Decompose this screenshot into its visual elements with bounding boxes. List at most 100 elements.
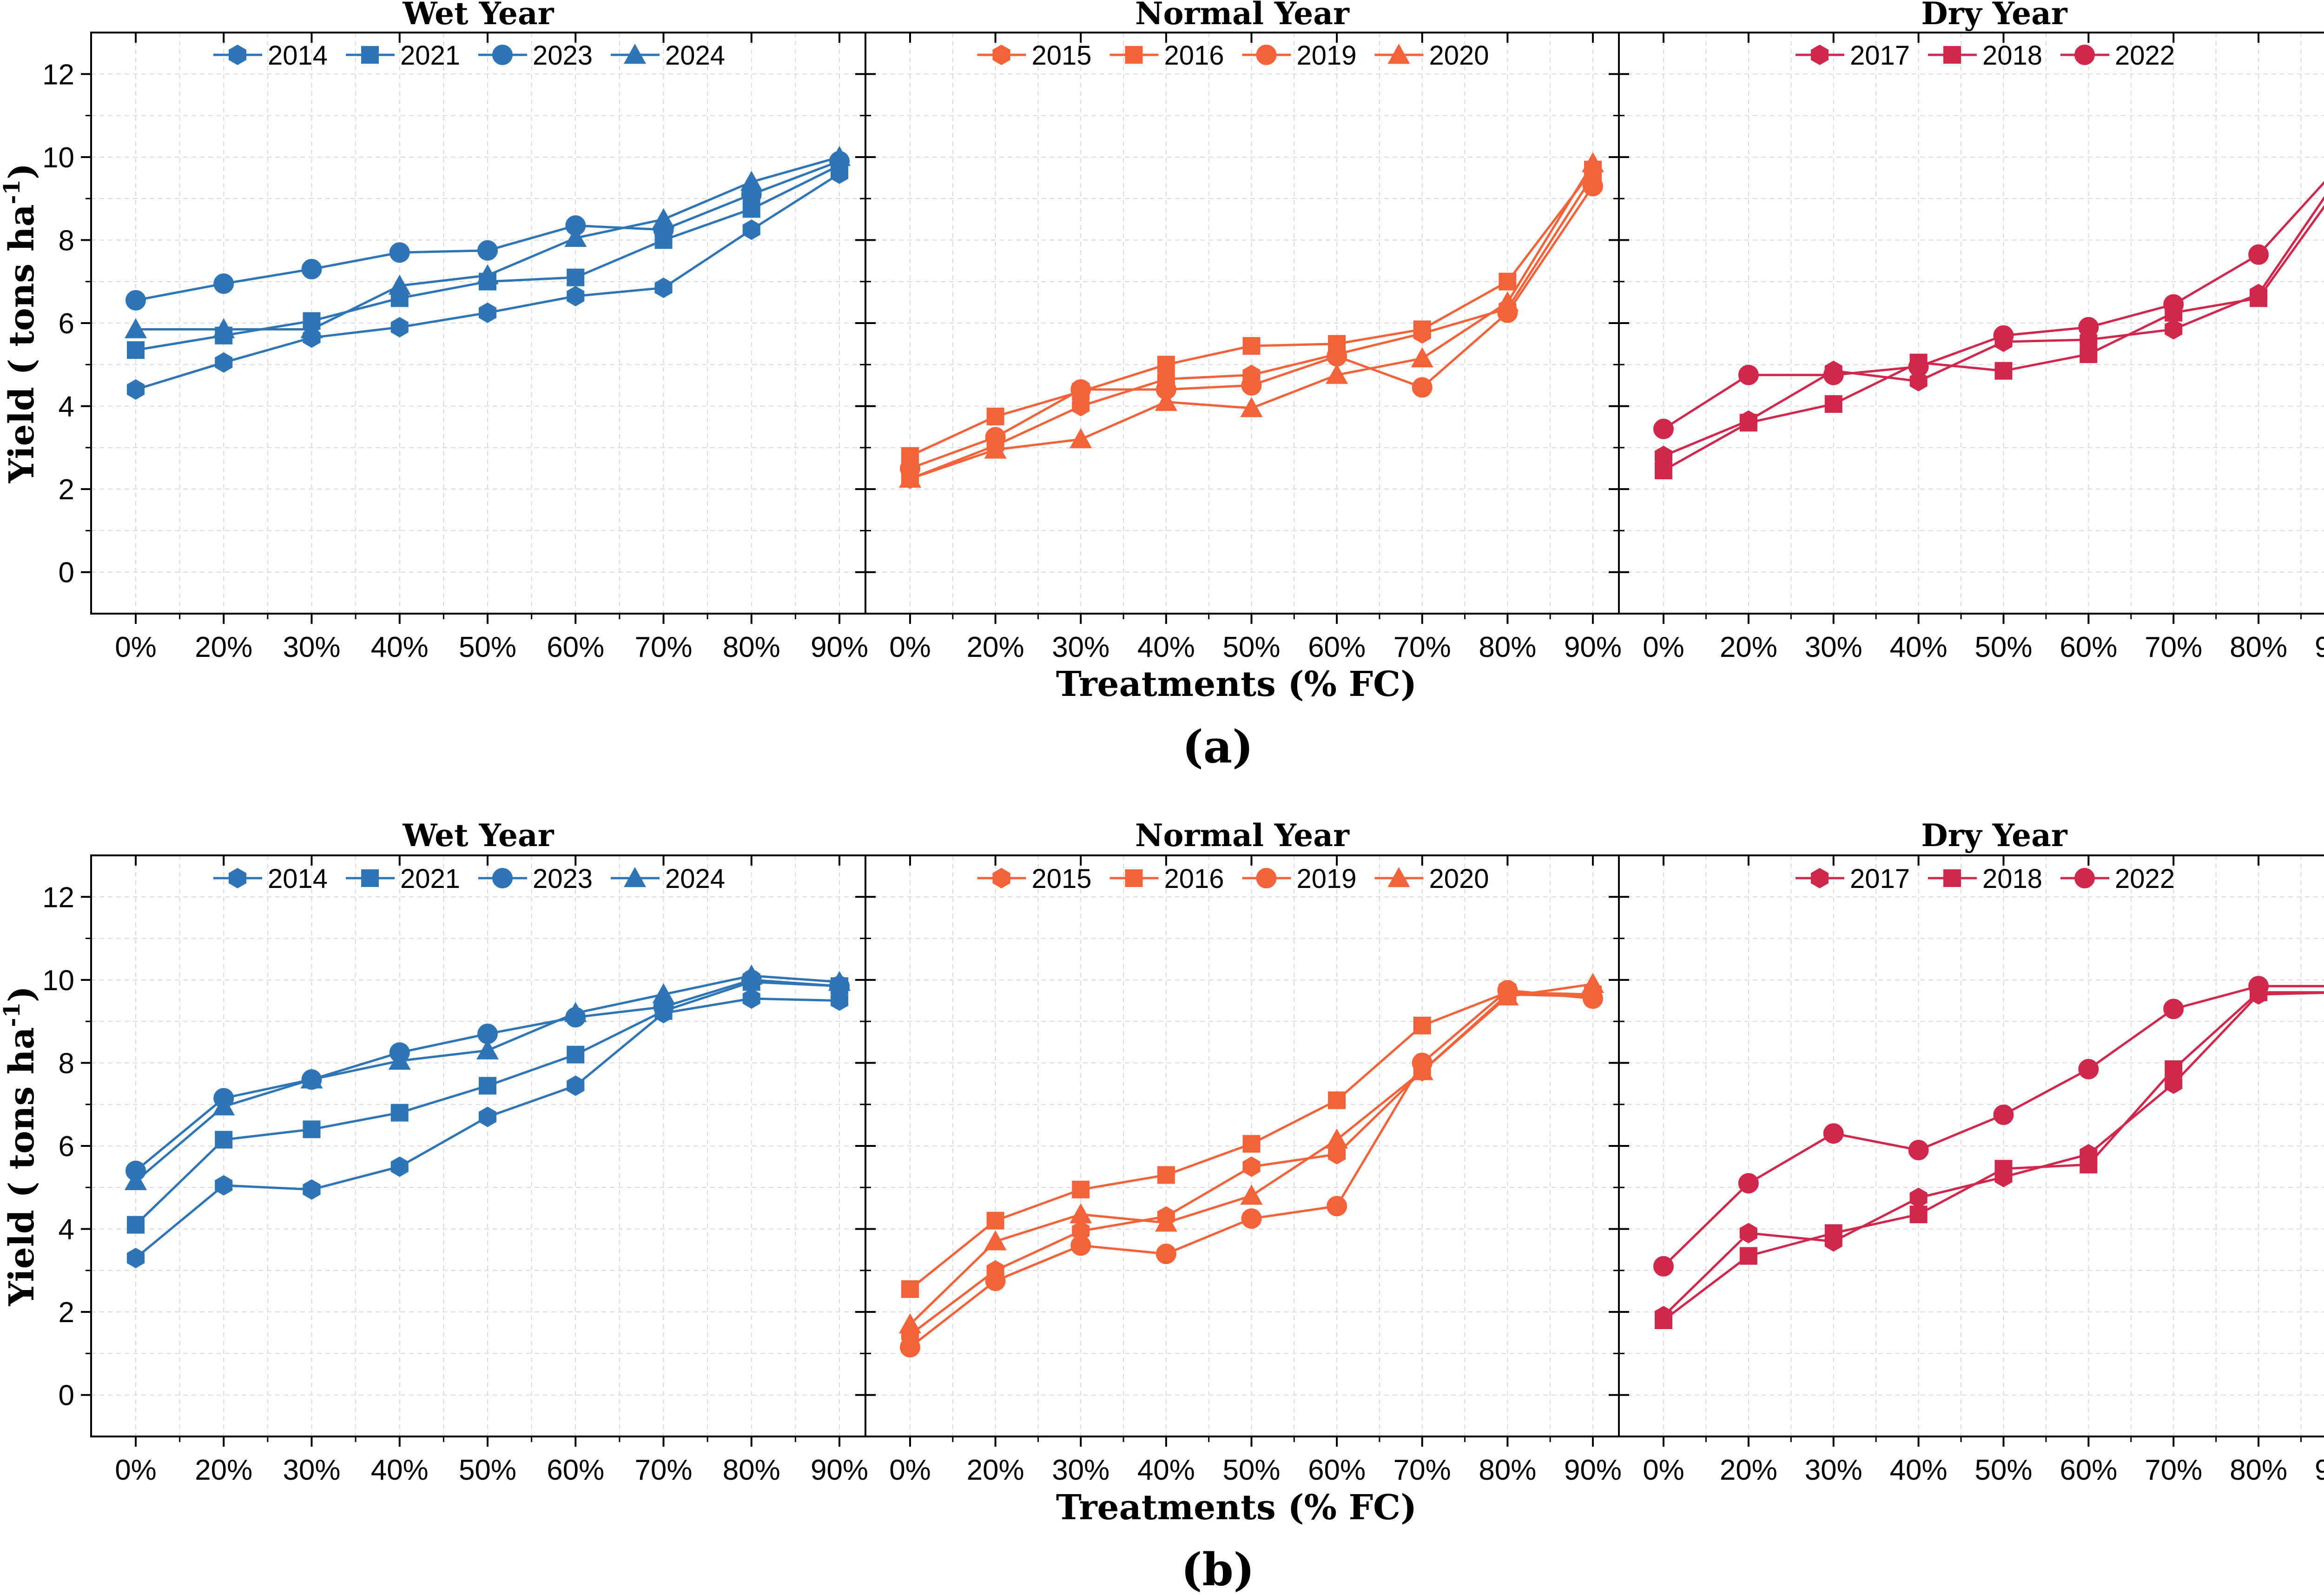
chart-3: 0%20%30%40%50%60%70%80%90%Dry Year201720… bbox=[1609, 0, 2324, 663]
x-tick-label: 30% bbox=[283, 1454, 340, 1486]
legend-item: 2023 bbox=[478, 40, 593, 71]
chart-title: Normal Year bbox=[1135, 0, 1350, 32]
x-tick-label: 50% bbox=[1222, 631, 1280, 663]
data-point bbox=[984, 1230, 1007, 1251]
legend-item: 2021 bbox=[346, 864, 460, 894]
x-tick-label: 80% bbox=[2230, 1454, 2287, 1486]
data-point bbox=[1326, 364, 1348, 384]
data-point bbox=[652, 983, 675, 1004]
x-axis-label: Treatments (% FC) bbox=[1056, 1488, 1417, 1528]
grid bbox=[865, 32, 1619, 614]
legend-label: 2019 bbox=[1297, 40, 1357, 71]
x-tick-label: 20% bbox=[195, 1454, 252, 1486]
data-point bbox=[1908, 356, 1929, 377]
legend-item: 2024 bbox=[611, 40, 725, 71]
x-tick-label: 90% bbox=[1564, 631, 1622, 663]
x-tick-label: 20% bbox=[1720, 631, 1777, 663]
legend: 2015 2016 2019 2020 bbox=[977, 40, 1489, 71]
x-tick-label: 90% bbox=[1564, 1454, 1622, 1486]
x-tick-label: 70% bbox=[2145, 631, 2202, 663]
legend-marker bbox=[992, 45, 1010, 65]
legend-marker bbox=[1810, 868, 1829, 888]
chart-6: 0%20%30%40%50%60%70%80%90%Dry Year201720… bbox=[1609, 817, 2324, 1486]
data-point bbox=[1653, 418, 1674, 439]
data-point bbox=[1072, 1221, 1090, 1241]
legend-marker bbox=[492, 868, 513, 888]
data-point bbox=[2163, 294, 2184, 315]
data-point bbox=[1582, 973, 1604, 993]
data-point bbox=[1242, 337, 1261, 355]
legend-item: 2017 bbox=[1796, 864, 1910, 894]
grid bbox=[865, 855, 1619, 1436]
x-tick-label: 80% bbox=[2230, 631, 2287, 663]
series-2020 bbox=[899, 152, 1604, 488]
series-line bbox=[1663, 205, 2324, 472]
legend-item: 2018 bbox=[1928, 40, 2042, 71]
legend-marker bbox=[228, 45, 247, 65]
data-point bbox=[1157, 1166, 1175, 1184]
series-2018 bbox=[1655, 983, 2324, 1329]
data-point bbox=[1411, 1060, 1433, 1080]
legend-marker bbox=[1387, 44, 1410, 64]
series-2017 bbox=[1654, 984, 2324, 1327]
data-point bbox=[2163, 999, 2184, 1019]
data-point bbox=[1413, 320, 1431, 338]
legend-label: 2022 bbox=[2115, 864, 2175, 894]
x-tick-label: 70% bbox=[1393, 631, 1451, 663]
grid bbox=[91, 32, 865, 614]
x-tick-label: 80% bbox=[723, 1454, 780, 1486]
series-line bbox=[1663, 196, 2324, 457]
x-tick-label: 50% bbox=[459, 1454, 516, 1486]
y-tick-label: 8 bbox=[59, 225, 74, 257]
x-axis-label: Treatments (% FC) bbox=[1056, 664, 1417, 704]
data-point bbox=[830, 990, 849, 1011]
legend-marker bbox=[1256, 45, 1277, 65]
data-point bbox=[1072, 396, 1090, 417]
data-point bbox=[652, 208, 675, 228]
x-tick-label: 30% bbox=[1052, 631, 1109, 663]
panel-label: (b) bbox=[1181, 1543, 1254, 1595]
x-tick-label: 0% bbox=[1643, 1454, 1684, 1486]
y-tick-label: 0 bbox=[59, 557, 74, 589]
legend-item: 2018 bbox=[1928, 864, 2042, 894]
data-point bbox=[125, 318, 147, 338]
data-point bbox=[1654, 445, 1673, 466]
data-point bbox=[900, 1337, 920, 1358]
data-point bbox=[2165, 319, 2183, 340]
legend-item: 2015 bbox=[977, 40, 1092, 71]
data-point bbox=[125, 1170, 147, 1191]
data-point bbox=[564, 1002, 587, 1022]
y-axis-label-end: ) bbox=[2, 163, 42, 179]
data-point bbox=[1909, 1187, 1928, 1208]
legend: 2015 2016 2019 2020 bbox=[977, 864, 1489, 894]
y-tick-label: 6 bbox=[59, 1131, 74, 1163]
data-point bbox=[212, 1095, 235, 1116]
data-point bbox=[1070, 1203, 1092, 1224]
data-point bbox=[567, 268, 585, 286]
y-axis-label-end: ) bbox=[2, 986, 42, 1002]
legend-item: 2023 bbox=[478, 864, 593, 894]
legend-marker bbox=[2074, 868, 2095, 888]
data-point bbox=[1824, 1224, 1842, 1242]
y-tick-label: 0 bbox=[59, 1380, 74, 1412]
data-point bbox=[567, 286, 585, 306]
data-point bbox=[985, 1271, 1006, 1291]
legend-label: 2023 bbox=[533, 40, 593, 71]
legend-marker bbox=[492, 45, 513, 65]
series-2018 bbox=[1655, 205, 2324, 479]
series-line bbox=[1663, 991, 2324, 1321]
data-point bbox=[478, 1106, 497, 1127]
y-axis-label: Yield ( tons ha-1) bbox=[0, 986, 42, 1306]
chart-4: 0% 20% 30% 40% 50% 60% 70% 80% 90% 0 2 4 6 8 10 12 Wet Y… bbox=[42, 817, 868, 1486]
x-tick-label: 20% bbox=[967, 631, 1024, 663]
data-point bbox=[567, 1046, 585, 1064]
data-point bbox=[126, 379, 145, 400]
data-point bbox=[1326, 1128, 1348, 1149]
data-point bbox=[2080, 345, 2098, 363]
legend-item: 2015 bbox=[977, 864, 1092, 894]
data-point bbox=[389, 242, 410, 263]
series-2024 bbox=[125, 146, 851, 338]
legend-label: 2015 bbox=[1032, 40, 1092, 71]
data-point bbox=[1411, 347, 1433, 368]
